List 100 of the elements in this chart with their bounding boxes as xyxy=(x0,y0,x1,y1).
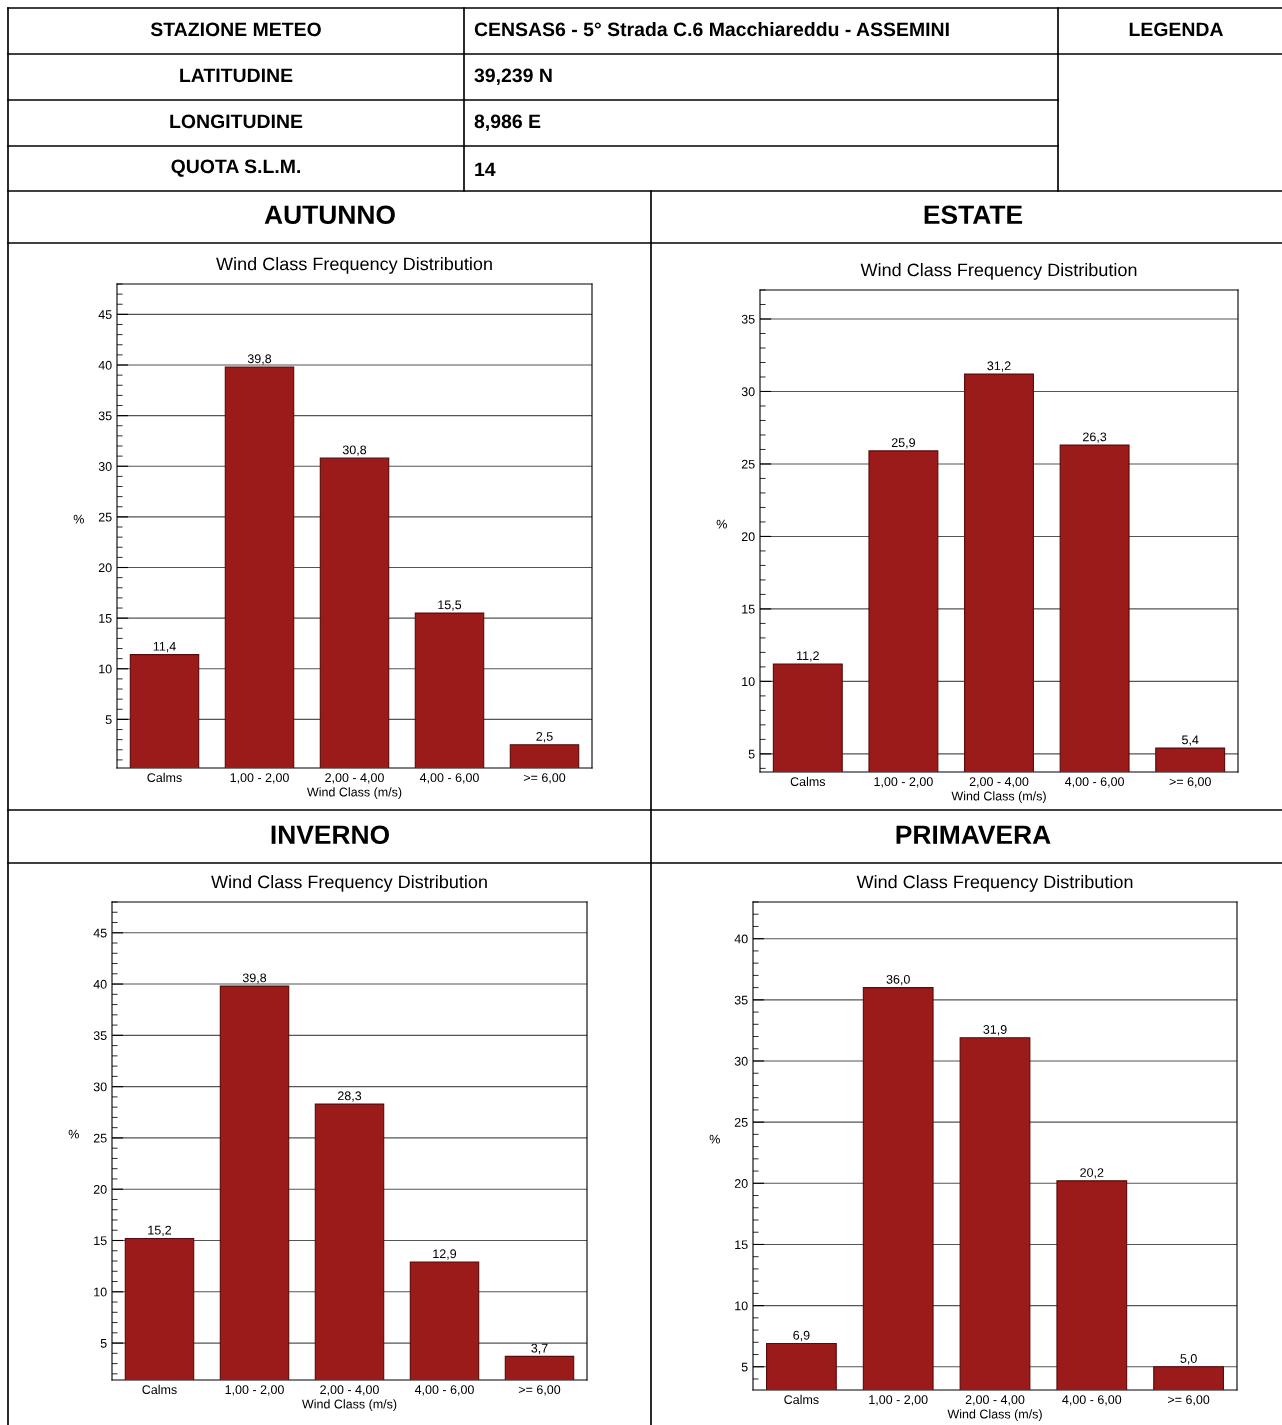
y-tick-label: 10 xyxy=(742,677,755,687)
x-tick-label: Calms xyxy=(142,1384,177,1395)
y-tick-label: 20 xyxy=(98,563,112,573)
x-tick-label: >= 6,00 xyxy=(1169,777,1211,788)
y-tick-label: 15 xyxy=(735,1240,748,1250)
y-tick-label: 10 xyxy=(94,1287,107,1297)
data-label: 39,8 xyxy=(247,354,272,365)
bar xyxy=(414,612,485,768)
y-tick-label: 35 xyxy=(741,314,755,324)
y-tick-label: 5 xyxy=(741,1362,748,1372)
text: LATITUDINE xyxy=(180,68,293,83)
text: 8,986 E xyxy=(474,114,541,132)
x-tick-label: 2,00 - 4,00 xyxy=(320,1385,379,1396)
text: LONGITUDINE xyxy=(170,114,303,129)
y-axis-title: % xyxy=(68,1129,79,1139)
y-tick-label: 35 xyxy=(734,995,748,1005)
y-tick-label: 25 xyxy=(93,1133,107,1143)
data-label: 5,4 xyxy=(1182,735,1199,746)
y-axis-title: % xyxy=(716,519,727,529)
x-tick-label: >= 6,00 xyxy=(1168,1395,1210,1406)
text: QUOTA S.L.M. xyxy=(171,159,301,177)
data-label: 11,2 xyxy=(797,651,819,662)
x-tick-label: 1,00 - 2,00 xyxy=(874,777,933,788)
y-tick-label: 15 xyxy=(94,1236,107,1246)
y-axis-title: % xyxy=(709,1134,720,1144)
y-tick-label: 25 xyxy=(734,1117,748,1127)
chart-title: AUTUNNO xyxy=(264,205,395,225)
x-tick-label: Calms xyxy=(147,772,182,783)
y-tick-label: 10 xyxy=(735,1301,748,1311)
y-tick-label: 15 xyxy=(742,604,755,614)
x-tick-label: 2,00 - 4,00 xyxy=(969,777,1029,788)
y-tick-label: 30 xyxy=(98,462,112,471)
data-label: 36,0 xyxy=(886,974,910,986)
x-tick-label: Calms xyxy=(790,776,826,787)
y-tick-label: 40 xyxy=(734,934,748,944)
y-tick-label: 35 xyxy=(98,411,112,421)
x-tick-label: Calms xyxy=(784,1394,819,1405)
y-tick-label: 20 xyxy=(93,1185,107,1194)
bar xyxy=(129,654,200,768)
data-label: 25,9 xyxy=(891,438,915,449)
data-label: 28,3 xyxy=(337,1091,362,1102)
data-label: 31,9 xyxy=(983,1025,1007,1036)
chart-title: INVERNO xyxy=(271,825,389,845)
data-label: 12,9 xyxy=(433,1249,457,1260)
data-label: 2,5 xyxy=(536,732,553,743)
data-label: 39,8 xyxy=(242,973,267,984)
x-axis-title: Wind Class (m/s) xyxy=(301,1399,397,1411)
bar xyxy=(319,457,390,768)
text: 14 xyxy=(475,162,496,177)
text: LEGENDA xyxy=(1129,22,1224,37)
data-label: 5,0 xyxy=(1180,1354,1197,1365)
x-tick-label: 2,00 - 4,00 xyxy=(965,1395,1025,1406)
y-tick-label: 35 xyxy=(93,1031,107,1040)
text: STAZIONE METEO xyxy=(150,22,321,37)
data-label: 11,4 xyxy=(153,642,176,653)
chart-subtitle: Wind Class Frequency Distribution xyxy=(860,263,1137,280)
y-tick-label: 15 xyxy=(99,614,112,623)
y-tick-label: 10 xyxy=(99,664,112,674)
y-tick-label: 30 xyxy=(741,387,755,397)
y-tick-label: 45 xyxy=(98,310,112,320)
y-tick-label: 30 xyxy=(734,1056,748,1066)
chart-title: PRIMAVERA xyxy=(896,825,1051,844)
data-label: 6,9 xyxy=(793,1330,810,1342)
data-label: 3,7 xyxy=(531,1343,548,1355)
chart-title: ESTATE xyxy=(924,205,1023,225)
data-label: 26,3 xyxy=(1083,432,1107,443)
y-tick-label: 25 xyxy=(741,459,755,469)
y-tick-label: 5 xyxy=(748,749,755,759)
y-tick-label: 45 xyxy=(93,928,107,938)
data-label: 15,5 xyxy=(438,600,462,611)
y-tick-label: 30 xyxy=(93,1082,107,1092)
x-tick-label: 2,00 - 4,00 xyxy=(325,773,384,784)
x-tick-label: 1,00 - 2,00 xyxy=(225,1385,284,1396)
y-tick-label: 5 xyxy=(105,715,112,725)
x-axis-title: Wind Class (m/s) xyxy=(951,791,1046,803)
x-axis-title: Wind Class (m/s) xyxy=(306,787,402,799)
data-label: 15,2 xyxy=(148,1225,172,1237)
y-tick-label: 40 xyxy=(98,360,112,370)
x-tick-label: 4,00 - 6,00 xyxy=(414,1385,474,1396)
x-tick-label: 1,00 - 2,00 xyxy=(230,773,289,784)
text: CENSAS6 - 5° Strada C.6 Macchiareddu - ASSEMINI xyxy=(474,21,949,37)
chart-subtitle: Wind Class Frequency Distribution xyxy=(211,875,487,892)
x-tick-label: >= 6,00 xyxy=(523,773,566,784)
y-tick-label: 20 xyxy=(741,532,755,542)
y-tick-label: 20 xyxy=(734,1179,748,1188)
text: 39,239 N xyxy=(474,68,552,86)
y-tick-label: 40 xyxy=(93,979,107,989)
x-tick-label: 1,00 - 2,00 xyxy=(869,1395,928,1406)
y-axis-title: % xyxy=(73,514,84,524)
bar xyxy=(224,366,295,768)
x-tick-label: 4,00 - 6,00 xyxy=(1062,1395,1122,1406)
chart-subtitle: Wind Class Frequency Distribution xyxy=(216,257,492,274)
data-label: 31,2 xyxy=(987,361,1011,372)
x-tick-label: >= 6,00 xyxy=(518,1385,561,1396)
y-tick-label: 25 xyxy=(98,512,112,522)
chart-subtitle: Wind Class Frequency Distribution xyxy=(856,875,1133,892)
x-tick-label: 4,00 - 6,00 xyxy=(419,773,479,784)
data-label: 20,2 xyxy=(1080,1168,1104,1179)
x-tick-label: 4,00 - 6,00 xyxy=(1065,777,1124,788)
x-axis-title: Wind Class (m/s) xyxy=(947,1409,1042,1421)
